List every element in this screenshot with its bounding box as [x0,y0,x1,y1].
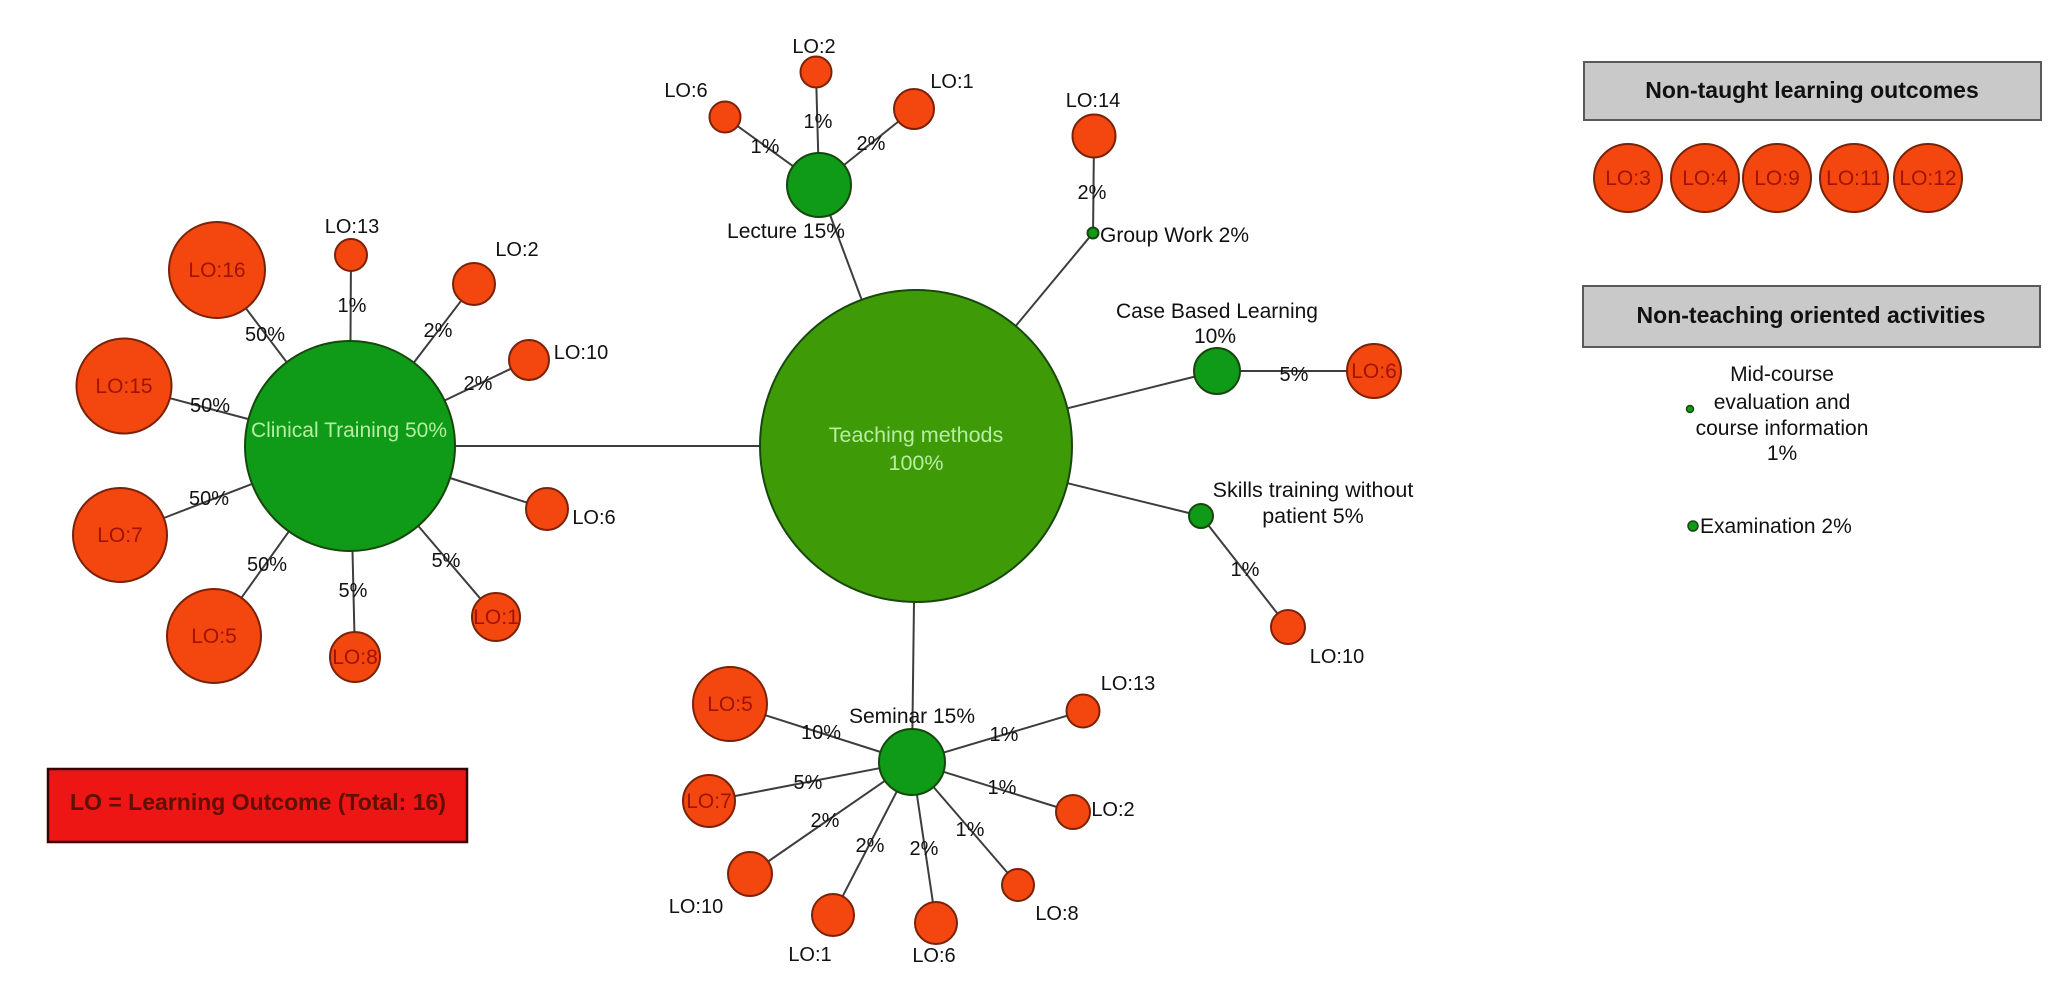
svg-text:10%: 10% [801,722,841,744]
svg-text:1%: 1% [338,295,367,317]
svg-text:LO:8: LO:8 [1035,903,1078,925]
svg-text:5%: 5% [794,772,823,794]
svg-text:Clinical Training 50%: Clinical Training 50% [251,419,447,442]
svg-text:LO:9: LO:9 [1754,167,1800,190]
svg-text:2%: 2% [856,835,885,857]
svg-text:Examination 2%: Examination 2% [1700,515,1852,538]
svg-text:LO:2: LO:2 [792,36,835,58]
svg-text:Non-teaching oriented activiti: Non-teaching oriented activities [1637,302,1986,328]
svg-text:1%: 1% [990,724,1019,746]
svg-text:LO:1: LO:1 [930,71,973,93]
svg-text:patient 5%: patient 5% [1262,504,1364,528]
svg-text:1%: 1% [988,777,1017,799]
svg-text:LO:15: LO:15 [95,375,152,398]
svg-text:course information: course information [1696,417,1869,440]
svg-text:LO:2: LO:2 [1091,799,1134,821]
svg-text:100%: 100% [889,451,944,475]
svg-text:50%: 50% [245,324,285,346]
svg-text:LO:6: LO:6 [572,507,615,529]
svg-text:LO:11: LO:11 [1826,167,1882,190]
svg-text:LO:5: LO:5 [191,625,237,648]
svg-text:LO:1: LO:1 [788,944,831,966]
svg-text:1%: 1% [1767,442,1797,465]
svg-text:LO:2: LO:2 [495,239,538,261]
svg-text:50%: 50% [189,488,229,510]
svg-text:Lecture 15%: Lecture 15% [727,220,845,243]
svg-text:LO:5: LO:5 [707,693,753,716]
svg-text:2%: 2% [1078,182,1107,204]
svg-text:LO:13: LO:13 [325,216,379,238]
svg-text:Case Based Learning: Case Based Learning [1116,300,1318,323]
svg-text:LO:13: LO:13 [1101,673,1155,695]
svg-text:LO:12: LO:12 [1899,167,1956,190]
svg-text:LO:4: LO:4 [1682,167,1728,190]
svg-text:LO:8: LO:8 [332,646,378,669]
svg-text:LO:14: LO:14 [1066,90,1120,112]
svg-text:2%: 2% [811,810,840,832]
svg-text:10%: 10% [1194,325,1236,348]
svg-text:2%: 2% [910,838,939,860]
svg-text:1%: 1% [804,111,833,133]
svg-text:Skills training without: Skills training without [1213,478,1414,502]
svg-text:Seminar 15%: Seminar 15% [849,705,975,728]
svg-text:5%: 5% [432,550,461,572]
svg-text:LO:6: LO:6 [1351,360,1397,383]
svg-text:LO = Learning Outcome (Total:: LO = Learning Outcome (Total: 16) [70,789,446,815]
svg-text:2%: 2% [424,320,453,342]
svg-text:LO:10: LO:10 [1310,646,1364,668]
svg-text:1%: 1% [1231,559,1260,581]
svg-text:LO:16: LO:16 [188,259,245,282]
svg-text:LO:6: LO:6 [664,80,707,102]
svg-text:LO:7: LO:7 [97,524,143,547]
svg-text:LO:3: LO:3 [1605,167,1651,190]
svg-text:LO:6: LO:6 [912,945,955,967]
svg-text:Mid-course: Mid-course [1730,363,1834,386]
svg-text:LO:1: LO:1 [473,606,519,629]
svg-text:2%: 2% [857,133,886,155]
svg-text:2%: 2% [464,373,493,395]
svg-text:1%: 1% [751,136,780,158]
svg-text:LO:7: LO:7 [686,790,732,813]
svg-text:evaluation and: evaluation and [1714,391,1851,414]
svg-text:1%: 1% [956,819,985,841]
svg-text:5%: 5% [1280,364,1309,386]
svg-text:Non-taught learning outcomes: Non-taught learning outcomes [1645,77,1979,103]
svg-text:50%: 50% [247,554,287,576]
svg-text:50%: 50% [190,395,230,417]
svg-text:LO:10: LO:10 [554,342,608,364]
svg-text:LO:10: LO:10 [669,896,723,918]
svg-text:Group Work 2%: Group Work 2% [1100,224,1249,247]
svg-text:Teaching methods: Teaching methods [829,423,1004,447]
svg-text:5%: 5% [339,580,368,602]
